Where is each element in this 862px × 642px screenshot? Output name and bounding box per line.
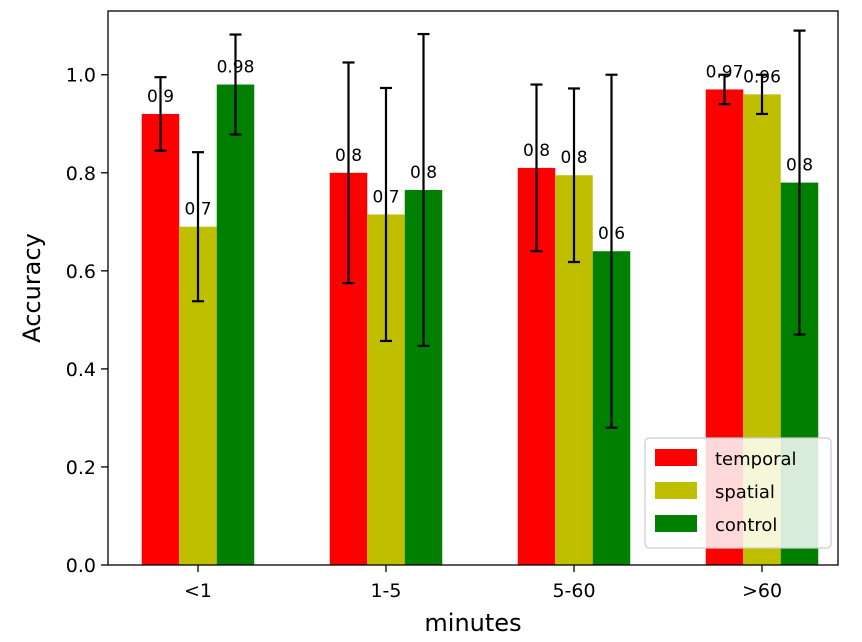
x-axis: <1 1-5 5-60 >60 — [184, 565, 782, 602]
error-bars-layer — [154, 29, 806, 429]
data-label-spatial-3: 0.96 — [743, 67, 781, 87]
plot-frame — [107, 10, 839, 566]
data-label-temporal-0: 0.9 — [147, 87, 174, 107]
x-tick-label: >60 — [742, 580, 782, 602]
legend-swatch-control — [655, 515, 697, 532]
data-label-spatial-2: 0.8 — [560, 148, 587, 168]
data-label-temporal-3: 0.97 — [706, 62, 744, 82]
data-label-control-0: 0.98 — [217, 58, 255, 78]
data-label-temporal-2: 0.8 — [523, 141, 550, 161]
y-tick-label: 0.4 — [66, 359, 96, 381]
legend-label-control: control — [715, 515, 777, 536]
data-label-control-3: 0.8 — [786, 156, 813, 176]
y-axis: 0.0 0.2 0.4 0.6 0.8 1.0 — [66, 65, 108, 577]
x-tick-label: 1-5 — [370, 580, 401, 602]
data-label-spatial-1: 0.7 — [372, 187, 399, 207]
data-label-control-1: 0.8 — [410, 163, 437, 183]
bar-temporal-0 — [141, 113, 180, 565]
y-tick-label: 1.0 — [66, 65, 96, 87]
y-tick-label: 0.0 — [66, 555, 96, 577]
x-tick-label: 5-60 — [552, 580, 595, 602]
x-tick-label: <1 — [184, 580, 212, 602]
y-tick-label: 0.6 — [66, 261, 96, 283]
data-label-temporal-1: 0.8 — [335, 146, 362, 166]
legend-label-temporal: temporal — [715, 449, 797, 470]
legend-swatch-temporal — [655, 449, 697, 466]
y-axis-label: Accuracy — [18, 233, 46, 343]
x-axis-label: minutes — [424, 609, 521, 637]
data-labels-layer: 0.9 0.8 0.8 0.97 0.7 0.7 0.8 0.96 0.98 0.8 0.6 0.8 — [147, 58, 813, 245]
data-label-spatial-0: 0.7 — [184, 200, 211, 220]
data-label-control-2: 0.6 — [598, 224, 625, 244]
legend-swatch-spatial — [655, 482, 697, 499]
legend-label-spatial: spatial — [715, 482, 775, 503]
y-tick-label: 0.8 — [66, 163, 96, 185]
legend: temporal spatial control — [644, 437, 832, 549]
bar-control-0 — [216, 84, 255, 565]
y-tick-label: 0.2 — [66, 457, 96, 479]
